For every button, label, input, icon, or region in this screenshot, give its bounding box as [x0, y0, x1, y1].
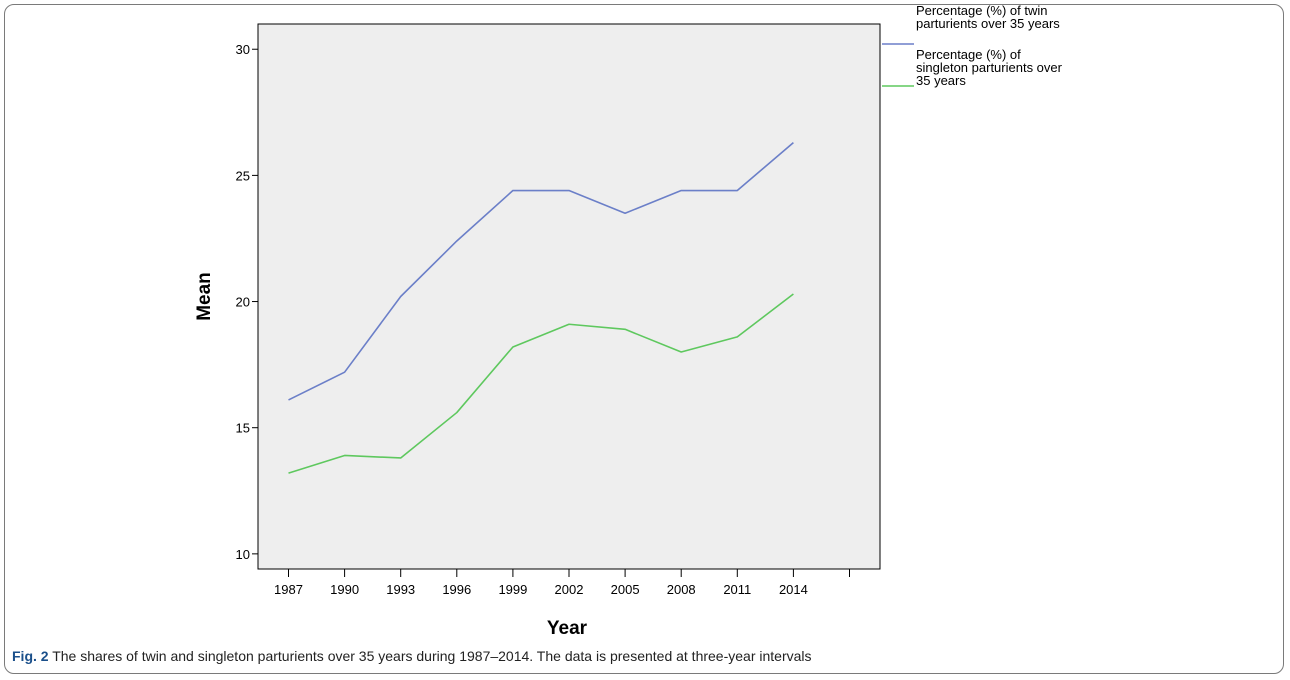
x-axis: 1987 1990 1993 1996 1999 2002 2005 2008 2011 2014: [274, 569, 850, 597]
plot-area: [257, 23, 881, 570]
caption-text: The shares of twin and singleton parturi…: [48, 648, 812, 664]
y-tick-label: 15: [236, 421, 250, 436]
x-tick-label: 2011: [723, 582, 751, 597]
y-tick-label: 30: [236, 42, 250, 57]
x-tick-label: 2008: [667, 582, 696, 597]
y-tick-label: 10: [236, 547, 250, 562]
x-tick-label: 1993: [386, 582, 415, 597]
x-tick-label: 2005: [611, 582, 640, 597]
y-tick-label: 20: [236, 295, 250, 310]
series-line-1: [288, 141, 794, 401]
x-tick-label: 1999: [498, 582, 527, 597]
x-tick-label: 2002: [555, 582, 584, 597]
series-layer: [288, 141, 794, 474]
figure-caption: Fig. 2 The shares of twin and singleton …: [12, 648, 1272, 664]
legend-label-2: Percentage (%) of: [916, 47, 1021, 62]
legend-label-2: singleton parturients over: [916, 60, 1063, 75]
y-axis: 10 15 20 25 30: [236, 42, 258, 562]
x-tick-label: 1996: [442, 582, 471, 597]
y-axis-title: Mean: [194, 272, 215, 321]
x-tick-label: 1990: [330, 582, 359, 597]
legend-label-2: 35 years: [916, 73, 966, 88]
y-tick-label: 25: [236, 168, 250, 183]
figure-label: Fig. 2: [12, 648, 49, 664]
x-axis-title: Year: [547, 618, 588, 639]
x-tick-label: 1987: [274, 582, 303, 597]
series-line-2: [288, 293, 794, 474]
legend-label-1: parturients over 35 years: [916, 16, 1060, 31]
legend-label-1: Percentage (%) of twin: [916, 3, 1048, 18]
x-tick-label: 2014: [779, 582, 808, 597]
